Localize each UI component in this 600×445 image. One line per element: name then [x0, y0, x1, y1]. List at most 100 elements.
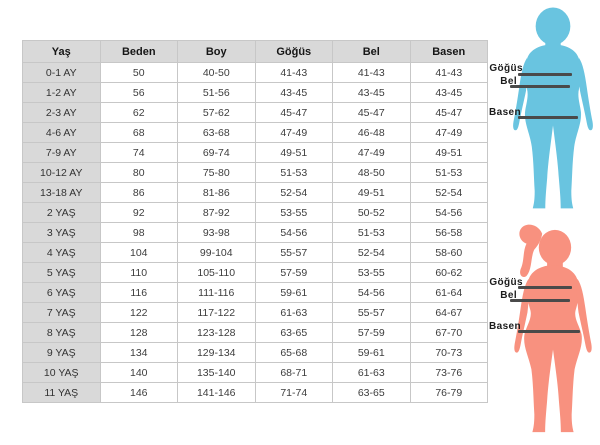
value-cell: 93-98 [177, 222, 256, 243]
value-cell: 80 [99, 162, 178, 183]
table-head: Yaş Beden Boy Göğüs Bel Basen [22, 40, 488, 63]
value-cell: 51-53 [254, 162, 333, 183]
col-header-5: Basen [409, 40, 488, 63]
value-cell: 134 [99, 342, 178, 363]
table-row: 7-9 AY 74 69-74 49-51 47-49 49-51 [22, 142, 488, 163]
value-cell: 65-68 [254, 342, 333, 363]
boy-hip-line [518, 116, 578, 119]
value-cell: 51-53 [409, 162, 488, 183]
value-cell: 40-50 [177, 62, 256, 83]
row-label-cell: 7-9 AY [22, 142, 101, 163]
row-label-cell: 11 YAŞ [22, 382, 101, 403]
value-cell: 75-80 [177, 162, 256, 183]
value-cell: 74 [99, 142, 178, 163]
girl-body [524, 265, 582, 433]
value-cell: 47-49 [254, 122, 333, 143]
table-row: 10-12 AY 80 75-80 51-53 48-50 51-53 [22, 162, 488, 183]
value-cell: 110 [99, 262, 178, 283]
value-cell: 48-50 [332, 162, 411, 183]
col-header-0: Yaş [22, 40, 101, 63]
value-cell: 63-65 [332, 382, 411, 403]
value-cell: 49-51 [332, 182, 411, 203]
value-cell: 58-60 [409, 242, 488, 263]
value-cell: 67-70 [409, 322, 488, 343]
boy-waist-line [510, 85, 570, 88]
value-cell: 53-55 [254, 202, 333, 223]
value-cell: 54-56 [332, 282, 411, 303]
value-cell: 104 [99, 242, 178, 263]
table-row: 4-6 AY 68 63-68 47-49 46-48 47-49 [22, 122, 488, 143]
value-cell: 52-54 [332, 242, 411, 263]
boy-left-arm [513, 58, 528, 131]
value-cell: 63-68 [177, 122, 256, 143]
row-label-cell: 6 YAŞ [22, 282, 101, 303]
table-row: 10 YAŞ 140 135-140 68-71 61-63 73-76 [22, 362, 488, 383]
girl-left-arm [514, 278, 530, 353]
size-table: Yaş Beden Boy Göğüs Bel Basen 0-1 AY 50 40-50 41… [22, 40, 488, 403]
table-row: 7 YAŞ 122 117-122 61-63 55-57 64-67 [22, 302, 488, 323]
value-cell: 87-92 [177, 202, 256, 223]
value-cell: 117-122 [177, 302, 256, 323]
value-cell: 59-61 [254, 282, 333, 303]
value-cell: 56-58 [409, 222, 488, 243]
col-header-1: Beden [99, 40, 178, 63]
value-cell: 53-55 [332, 262, 411, 283]
girl-head [538, 229, 572, 266]
value-cell: 51-53 [332, 222, 411, 243]
value-cell: 122 [99, 302, 178, 323]
value-cell: 56 [99, 82, 178, 103]
table-row: 5 YAŞ 110 105-110 57-59 53-55 60-62 [22, 262, 488, 283]
value-cell: 49-51 [254, 142, 333, 163]
value-cell: 116 [99, 282, 178, 303]
value-cell: 99-104 [177, 242, 256, 263]
value-cell: 64-67 [409, 302, 488, 323]
col-header-3: Göğüs [254, 40, 333, 63]
value-cell: 46-48 [332, 122, 411, 143]
value-cell: 129-134 [177, 342, 256, 363]
girl-chest-line [518, 286, 572, 289]
table-row: 1-2 AY 56 51-56 43-45 43-45 43-45 [22, 82, 488, 103]
value-cell: 135-140 [177, 362, 256, 383]
value-cell: 43-45 [254, 82, 333, 103]
value-cell: 92 [99, 202, 178, 223]
table-row: 0-1 AY 50 40-50 41-43 41-43 41-43 [22, 62, 488, 83]
value-cell: 60-62 [409, 262, 488, 283]
table-row: 2 YAŞ 92 87-92 53-55 50-52 54-56 [22, 202, 488, 223]
value-cell: 50-52 [332, 202, 411, 223]
value-cell: 57-59 [254, 262, 333, 283]
value-cell: 57-62 [177, 102, 256, 123]
table-row: 9 YAŞ 134 129-134 65-68 59-61 70-73 [22, 342, 488, 363]
value-cell: 140 [99, 362, 178, 383]
table-row: 11 YAŞ 146 141-146 71-74 63-65 76-79 [22, 382, 488, 403]
value-cell: 45-47 [254, 102, 333, 123]
table-row: 2-3 AY 62 57-62 45-47 45-47 45-47 [22, 102, 488, 123]
value-cell: 59-61 [332, 342, 411, 363]
table-row: 4 YAŞ 104 99-104 55-57 52-54 58-60 [22, 242, 488, 263]
value-cell: 50 [99, 62, 178, 83]
value-cell: 41-43 [254, 62, 333, 83]
value-cell: 68 [99, 122, 178, 143]
value-cell: 45-47 [409, 102, 488, 123]
value-cell: 76-79 [409, 382, 488, 403]
girl-waist-line [510, 299, 570, 302]
value-cell: 98 [99, 222, 178, 243]
girl-waist-label: Bel [500, 290, 517, 301]
value-cell: 81-86 [177, 182, 256, 203]
girl-hip-label: Basen [488, 321, 521, 332]
col-header-2: Boy [177, 40, 256, 63]
row-label-cell: 5 YAŞ [22, 262, 101, 283]
value-cell: 52-54 [254, 182, 333, 203]
girl-ponytail [519, 224, 543, 278]
value-cell: 45-47 [332, 102, 411, 123]
girl-silhouette [514, 224, 592, 433]
girl-right-arm [576, 278, 592, 353]
row-label-cell: 10-12 AY [22, 162, 101, 183]
row-label-cell: 10 YAŞ [22, 362, 101, 383]
boy-body [524, 44, 582, 209]
value-cell: 73-76 [409, 362, 488, 383]
value-cell: 63-65 [254, 322, 333, 343]
value-cell: 57-59 [332, 322, 411, 343]
value-cell: 47-49 [409, 122, 488, 143]
value-cell: 105-110 [177, 262, 256, 283]
